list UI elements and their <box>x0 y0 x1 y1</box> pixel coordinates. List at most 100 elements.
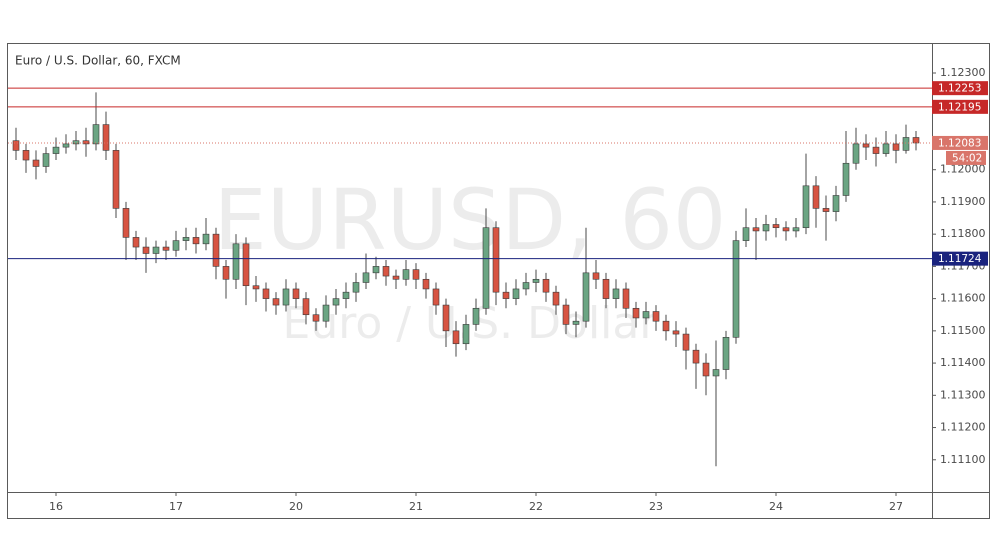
candle-body <box>502 291 510 299</box>
candle-body <box>552 291 560 306</box>
y-tick-label: 1.11500 <box>940 324 986 337</box>
candle-body <box>612 288 620 299</box>
candle-body <box>652 311 660 322</box>
candle-body <box>832 195 840 212</box>
candle-body <box>382 266 390 277</box>
x-tick-label: 27 <box>889 500 903 513</box>
y-tick-label: 1.11300 <box>940 388 986 401</box>
candle-body <box>202 233 210 245</box>
candle-body <box>282 288 290 306</box>
candle-body <box>422 278 430 290</box>
candle-body <box>252 285 260 290</box>
candle-body <box>852 143 860 164</box>
candle-body <box>572 320 580 325</box>
candle-body <box>512 288 520 299</box>
candle-body <box>412 269 420 280</box>
candle-body <box>232 243 240 280</box>
candle-body <box>452 330 460 345</box>
candle-body <box>62 143 70 148</box>
candle-body <box>792 227 800 232</box>
candle-body <box>242 243 250 287</box>
candle-body <box>82 140 90 145</box>
candle-body <box>342 291 350 299</box>
x-tick-label: 22 <box>529 500 543 513</box>
candle-body <box>772 224 780 229</box>
y-tick-label: 1.11800 <box>940 227 986 240</box>
candle-body <box>92 124 100 145</box>
candle-body <box>442 304 450 332</box>
candle-body <box>312 314 320 322</box>
candle-body <box>812 185 820 209</box>
candle-body <box>472 307 480 325</box>
candle-body <box>882 143 890 154</box>
candle-body <box>762 224 770 232</box>
candle-body <box>902 137 910 151</box>
candle-body <box>212 233 220 267</box>
candle-body <box>42 153 50 167</box>
candle-body <box>182 237 190 241</box>
candle-body <box>732 240 740 338</box>
candle-body <box>782 227 790 232</box>
x-tick-label: 21 <box>409 500 423 513</box>
candle-body <box>352 282 360 293</box>
candle-body <box>582 272 590 322</box>
candle-body <box>12 140 20 151</box>
candle-body <box>122 208 130 238</box>
candle-body <box>152 246 160 254</box>
y-tick-label: 1.11200 <box>940 421 986 434</box>
chart-title: Euro / U.S. Dollar, 60, FXCM <box>15 54 181 68</box>
x-tick-label: 16 <box>49 500 63 513</box>
candle-body <box>142 246 150 254</box>
candle-body <box>402 269 410 280</box>
candle-body <box>292 288 300 299</box>
candle-body <box>52 146 60 154</box>
candle-body <box>362 272 370 283</box>
candle-body <box>642 311 650 319</box>
candle-body <box>672 330 680 335</box>
countdown-box <box>946 150 986 165</box>
candle-body <box>872 146 880 154</box>
y-tick-label: 1.11400 <box>940 356 986 369</box>
candle-body <box>22 150 30 161</box>
candle-body <box>392 275 400 280</box>
watermark: EURUSD, 60 <box>214 171 727 269</box>
candle-body <box>432 288 440 306</box>
candle-body <box>682 333 690 351</box>
last-price-label: 1.12083 <box>938 137 981 149</box>
countdown-label: 54:02 <box>952 152 982 164</box>
candle-body <box>162 246 170 251</box>
candle-body <box>132 237 140 248</box>
y-tick-label: 1.12000 <box>940 163 986 176</box>
candle-body <box>662 320 670 332</box>
level-label-box <box>932 81 988 96</box>
watermark-subtitle: Euro / U.S. Dollar <box>283 298 659 349</box>
candle-body <box>522 282 530 290</box>
candle-body <box>372 266 380 274</box>
candle-body <box>842 162 850 196</box>
y-tick-label: 1.11100 <box>940 453 986 466</box>
x-tick-label: 20 <box>289 500 303 513</box>
candle-body <box>602 278 610 299</box>
level-label-box <box>932 251 988 266</box>
candle-body <box>622 288 630 309</box>
plot <box>12 92 920 467</box>
candle-body <box>222 266 230 280</box>
y-tick-label: 1.11600 <box>940 292 986 305</box>
candle-body <box>192 237 200 245</box>
level-label: 1.12195 <box>938 101 981 113</box>
candle-body <box>332 298 340 306</box>
candle-body <box>172 240 180 251</box>
candle-body <box>912 137 920 144</box>
candle-body <box>462 324 470 345</box>
candle-body <box>542 278 550 293</box>
last-price-box <box>932 135 988 150</box>
candle-body <box>752 227 760 232</box>
candle-body <box>592 272 600 280</box>
candle-body <box>482 227 490 309</box>
candle-body <box>712 369 720 377</box>
candle-body <box>822 208 830 212</box>
candle-body <box>72 140 80 145</box>
x-tick-label: 23 <box>649 500 663 513</box>
candle-body <box>802 185 810 229</box>
